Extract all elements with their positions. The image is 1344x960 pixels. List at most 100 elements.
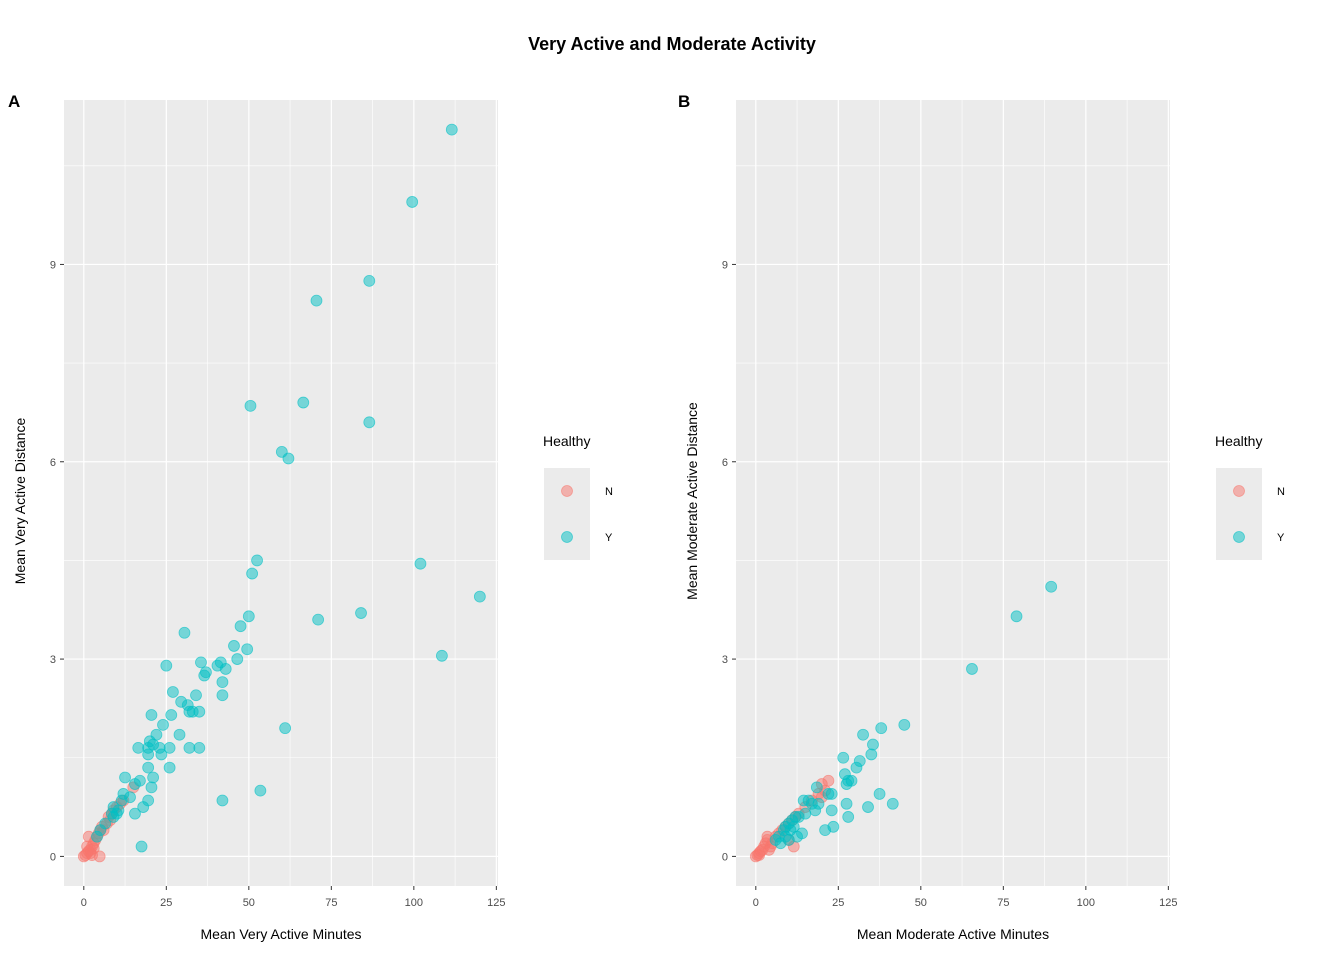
legend-symbol: [561, 485, 573, 497]
x-tick-label: 25: [160, 897, 172, 909]
data-point: [241, 643, 254, 656]
legend-label: N: [605, 486, 613, 498]
data-point: [193, 741, 206, 754]
data-point: [840, 778, 853, 790]
data-point: [774, 837, 787, 850]
data-point: [173, 728, 186, 741]
panel-B: B 0 25 50 75 100 125 0 3 6 9 Mean Moderate Active M…: [678, 92, 1285, 942]
legend-title: Healthy: [543, 433, 590, 449]
x-tick-label: 75: [325, 897, 337, 909]
x-tick-label: 100: [405, 897, 423, 909]
data-point: [244, 399, 257, 412]
data-point: [246, 567, 259, 580]
data-point: [145, 709, 158, 721]
data-point: [279, 722, 292, 735]
data-point: [195, 656, 207, 669]
data-point: [473, 590, 486, 603]
data-point: [873, 788, 886, 800]
y-tick-label: 3: [50, 654, 56, 666]
data-point: [219, 663, 232, 675]
plot-panel: [64, 100, 498, 886]
data-point: [822, 788, 835, 800]
panel-A: A 0 25 50 75 100 125 0 3 6 9 Mean Very Active Minut…: [8, 92, 613, 942]
data-point: [837, 751, 850, 764]
data-point: [435, 649, 448, 662]
data-point: [132, 741, 145, 754]
legend: Healthy N Y: [1215, 433, 1285, 560]
data-point: [160, 659, 173, 672]
data-point: [105, 807, 118, 820]
data-point: [406, 196, 419, 208]
data-point: [966, 663, 978, 675]
y-tick-label: 6: [50, 457, 56, 469]
data-point: [822, 774, 835, 787]
x-tick-label: 0: [753, 897, 759, 909]
data-point: [86, 849, 98, 861]
data-point: [228, 640, 240, 652]
data-point: [867, 738, 879, 751]
data-point: [282, 452, 295, 465]
data-point: [842, 811, 855, 823]
x-axis-label: Mean Very Active Minutes: [200, 926, 361, 942]
x-tick-label: 125: [487, 897, 505, 909]
x-tick-label: 50: [243, 897, 255, 909]
data-point: [129, 778, 141, 790]
data-point: [216, 689, 229, 702]
data-point: [875, 722, 888, 735]
y-tick-label: 9: [50, 259, 56, 271]
data-point: [862, 801, 874, 813]
data-point: [200, 666, 212, 679]
legend-label: N: [1277, 486, 1285, 498]
x-tick-label: 25: [832, 897, 844, 909]
data-point: [147, 771, 160, 784]
data-point: [251, 554, 263, 567]
data-point: [234, 620, 247, 633]
data-point: [157, 718, 169, 731]
figure-title: Very Active and Moderate Activity: [528, 34, 816, 54]
data-point: [363, 416, 376, 429]
data-point: [142, 748, 155, 761]
x-tick-label: 0: [81, 897, 87, 909]
data-point: [753, 849, 766, 861]
data-point: [135, 840, 148, 853]
y-tick-label: 3: [722, 654, 728, 666]
data-point: [242, 610, 255, 623]
data-point: [254, 784, 267, 797]
data-point: [840, 797, 853, 810]
data-point: [414, 557, 427, 570]
data-point: [827, 820, 840, 833]
data-point: [363, 274, 376, 287]
data-point: [193, 705, 206, 718]
y-tick-label: 6: [722, 457, 728, 469]
data-point: [810, 781, 823, 794]
data-point: [310, 294, 323, 307]
x-tick-label: 75: [997, 897, 1009, 909]
data-point: [119, 771, 131, 784]
data-point: [145, 781, 158, 794]
legend-symbol: [1233, 531, 1245, 543]
legend: Healthy N Y: [543, 433, 613, 560]
data-point: [312, 613, 325, 626]
data-point: [129, 807, 141, 820]
data-point: [865, 748, 878, 761]
legend-symbol: [1233, 485, 1245, 497]
panel-tag: A: [8, 92, 20, 111]
data-point: [231, 653, 244, 665]
data-point: [886, 797, 899, 810]
data-point: [445, 123, 458, 136]
panel-tag: B: [678, 92, 690, 111]
legend-symbol: [561, 531, 573, 543]
data-point: [155, 748, 168, 761]
data-point: [857, 728, 869, 741]
data-point: [167, 686, 179, 698]
x-tick-label: 125: [1159, 897, 1177, 909]
data-point: [178, 626, 191, 639]
legend-label: Y: [1277, 532, 1285, 544]
y-axis-label: Mean Very Active Distance: [12, 418, 28, 585]
data-point: [137, 801, 150, 813]
panels: A 0 25 50 75 100 125 0 3 6 9 Mean Very Active Minut…: [8, 92, 1285, 942]
data-point: [183, 741, 196, 754]
data-point: [355, 607, 367, 619]
data-point: [898, 718, 911, 731]
data-point: [825, 804, 838, 817]
